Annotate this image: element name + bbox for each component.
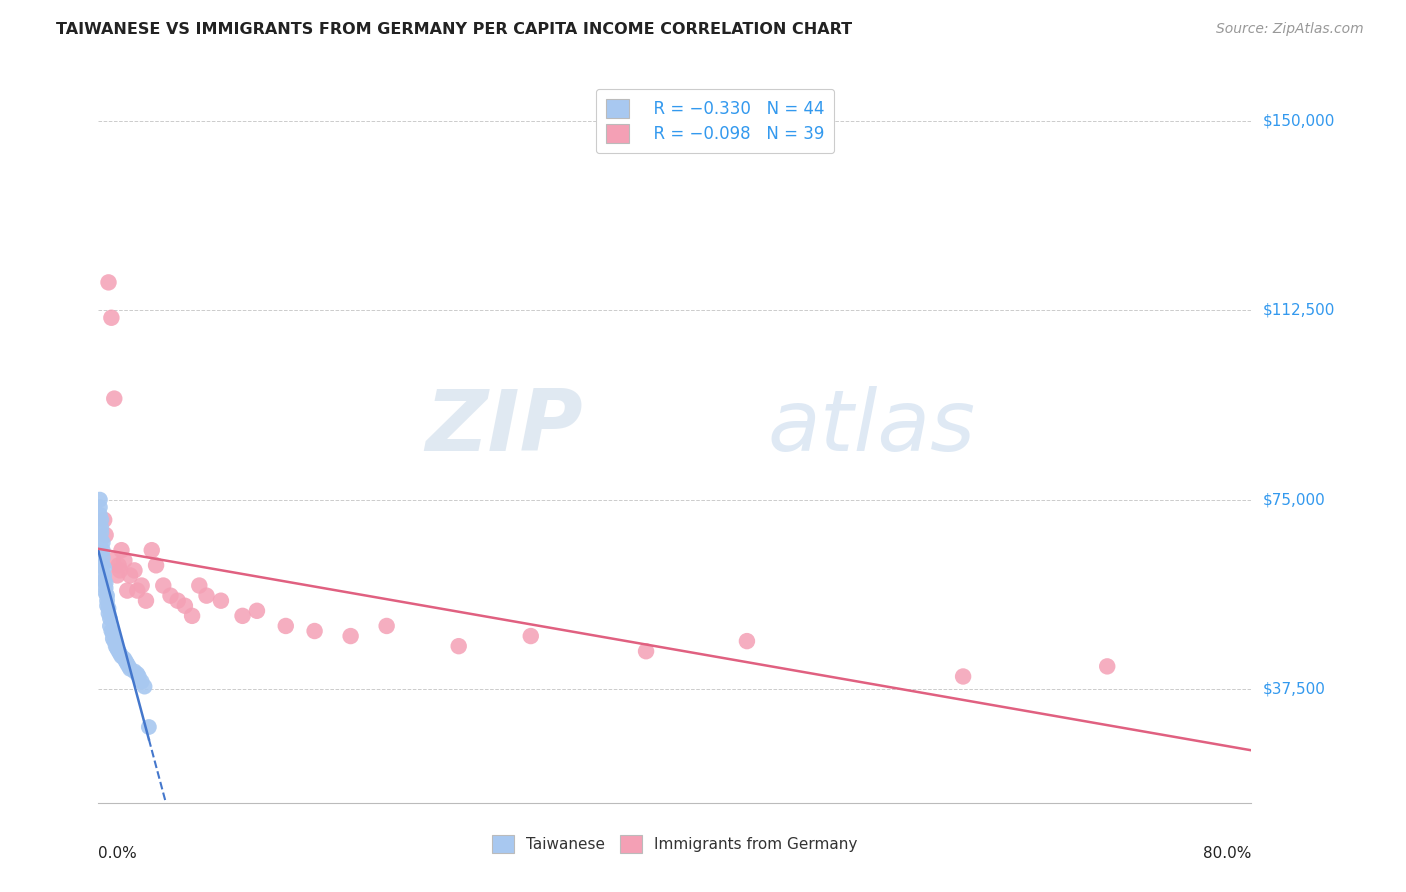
Text: $75,000: $75,000 [1263,492,1326,508]
Point [447,639,470,653]
Point [98,619,121,633]
Point [127,583,149,598]
Point [91,558,114,573]
Point [166,593,188,607]
Point [128,669,150,683]
Point [91,535,114,549]
Text: Source: ZipAtlas.com: Source: ZipAtlas.com [1216,22,1364,37]
Point [94,576,117,591]
Point [105,568,128,582]
Point [117,583,139,598]
Point [159,589,181,603]
Point [94,581,117,595]
Point [93,574,115,588]
Point [97,276,120,290]
Point [124,563,146,577]
Point [94,528,117,542]
Point [98,611,121,625]
Point [93,568,115,582]
Point [112,553,135,567]
Point [131,578,153,592]
Point [108,647,131,661]
Point [105,641,128,656]
Point [97,607,120,621]
Point [108,563,131,577]
Point [101,553,124,567]
Text: 80.0%: 80.0% [1204,847,1251,861]
Point [120,568,142,582]
Point [96,593,118,607]
Point [103,634,125,648]
Text: $112,500: $112,500 [1263,302,1334,318]
Point [110,649,132,664]
Point [1097,659,1119,673]
Point [112,652,135,666]
Text: 0.0%: 0.0% [98,847,138,861]
Point [231,608,254,623]
Point [90,525,112,540]
Point [110,543,132,558]
Point [101,632,124,646]
Legend: Taiwanese, Immigrants from Germany: Taiwanese, Immigrants from Germany [485,827,865,860]
Point [145,558,167,573]
Point [127,667,149,681]
Point [120,662,142,676]
Point [103,392,125,406]
Point [131,674,153,689]
Point [124,665,146,679]
Point [181,608,204,623]
Point [952,669,974,683]
Point [90,520,112,534]
Point [636,644,658,658]
Text: TAIWANESE VS IMMIGRANTS FROM GERMANY PER CAPITA INCOME CORRELATION CHART: TAIWANESE VS IMMIGRANTS FROM GERMANY PER… [56,22,852,37]
Text: $37,500: $37,500 [1263,681,1326,697]
Point [93,513,115,527]
Point [174,599,197,613]
Point [107,644,129,658]
Point [134,680,156,694]
Point [117,657,139,671]
Point [118,659,141,673]
Point [141,543,163,558]
Text: $150,000: $150,000 [1263,113,1334,128]
Text: ZIP: ZIP [425,385,582,468]
Point [138,720,160,734]
Point [195,589,218,603]
Point [135,593,157,607]
Point [90,513,112,527]
Point [375,619,398,633]
Point [91,543,114,558]
Point [104,639,127,653]
Point [90,533,112,547]
Point [107,558,129,573]
Point [97,601,120,615]
Point [100,624,122,638]
Point [520,629,543,643]
Text: atlas: atlas [768,385,976,468]
Point [89,492,111,507]
Point [89,508,111,522]
Point [152,578,174,592]
Point [114,654,136,668]
Point [188,578,211,592]
Point [100,310,122,325]
Point [93,561,115,575]
Point [101,626,124,640]
Point [246,604,269,618]
Point [89,500,111,515]
Point [91,550,114,565]
Point [94,586,117,600]
Point [274,619,297,633]
Point [96,589,118,603]
Point [735,634,758,648]
Point [209,593,232,607]
Point [339,629,361,643]
Point [304,624,326,638]
Point [96,599,118,613]
